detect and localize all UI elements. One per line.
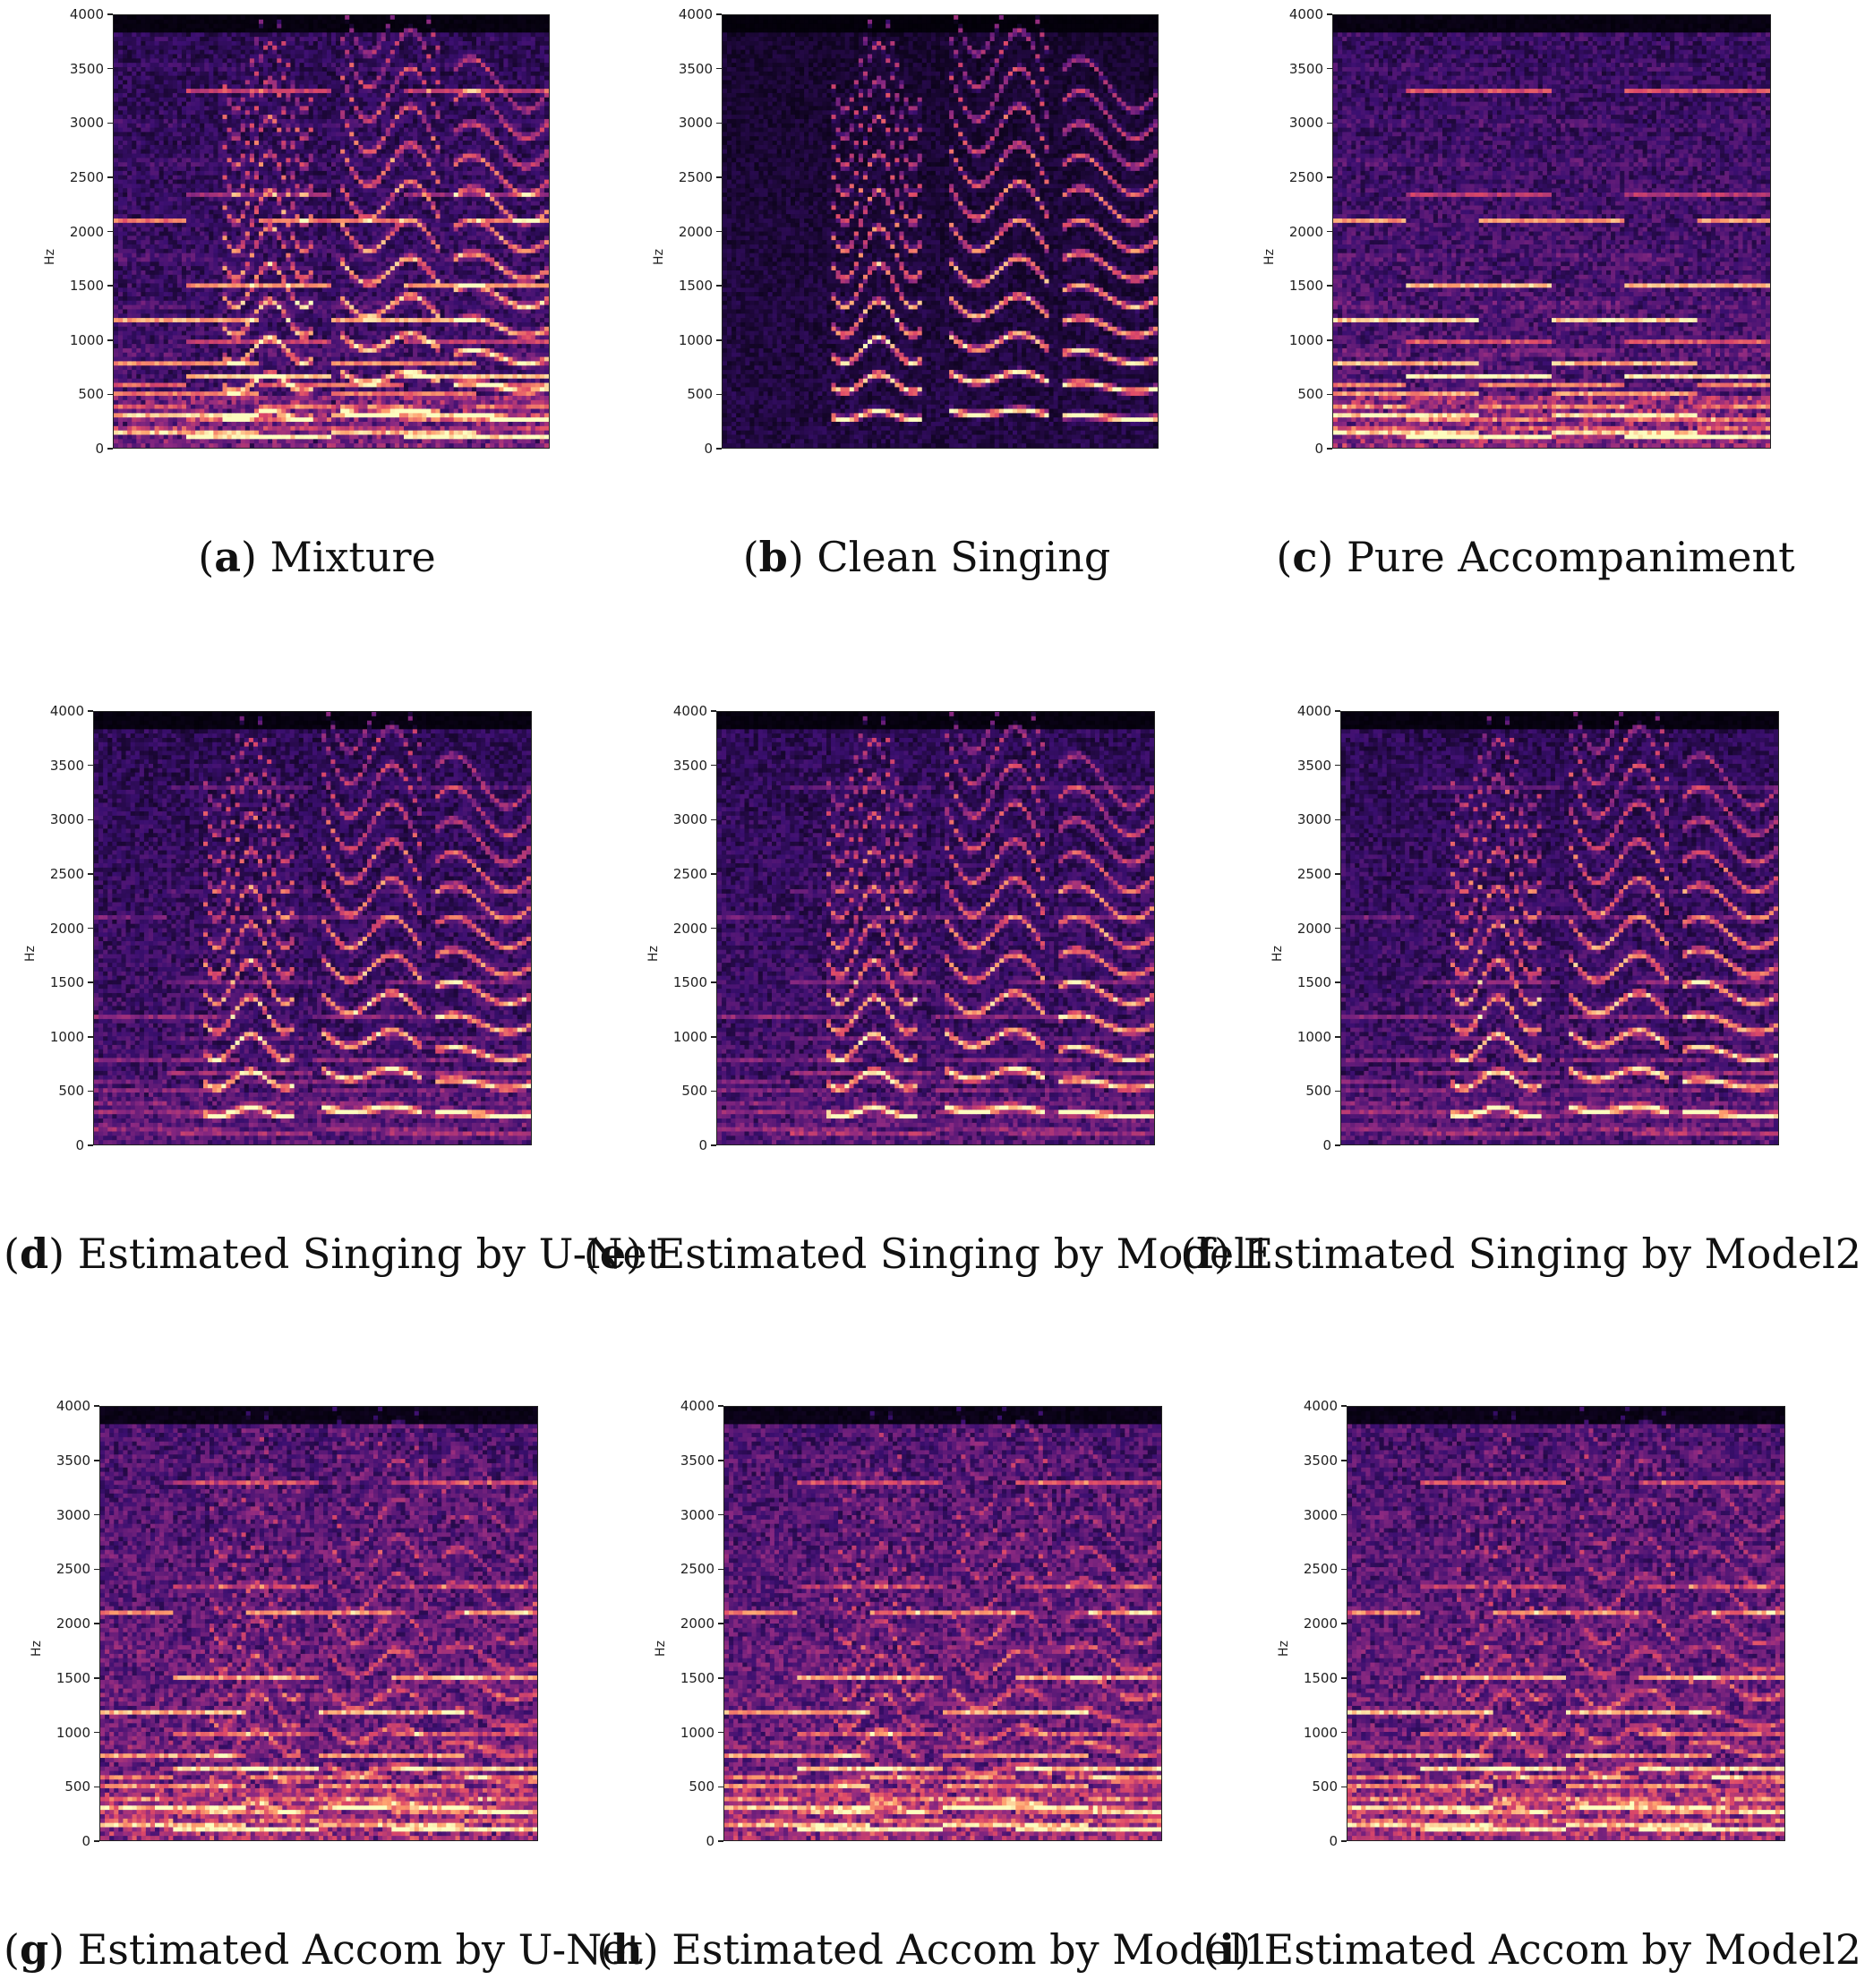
ytick-label-c-7: 3500	[0, 61, 1323, 77]
ylabel-a: Hz	[43, 248, 57, 266]
caption-letter-e: e	[600, 1230, 626, 1278]
ytick-mark-c-1	[1327, 394, 1332, 396]
caption-text-g: Estimated Accom by U-Net	[78, 1925, 643, 1974]
caption-text-a: Mixture	[270, 533, 436, 581]
caption-text-i: Estimated Accom by Model2	[1264, 1925, 1861, 1974]
ytick-label-f-2: 1000	[0, 1029, 1331, 1045]
ytick-mark-c-0	[1327, 448, 1332, 450]
ytick-mark-c-3	[1327, 285, 1332, 287]
caption-h: (h) Estimated Accom by Model1	[596, 1925, 1269, 1974]
caption-letter-d: d	[20, 1230, 48, 1278]
spectrogram-image-i	[1347, 1407, 1784, 1840]
ytick-mark-f-6	[1335, 819, 1340, 821]
caption-g: (g) Estimated Accom by U-Net	[4, 1925, 643, 1974]
ytick-mark-c-7	[1327, 68, 1332, 70]
ytick-label-i-0: 0	[0, 1833, 1338, 1849]
caption-i: (i) Estimated Accom by Model2	[1203, 1925, 1861, 1974]
ytick-mark-c-6	[1327, 123, 1332, 124]
ytick-mark-f-1	[1335, 1091, 1340, 1093]
ytick-label-c-2: 1000	[0, 332, 1323, 348]
ytick-label-f-7: 3500	[0, 758, 1331, 774]
spectrogram-plot-c	[1332, 14, 1771, 449]
ytick-label-i-5: 2500	[0, 1561, 1338, 1577]
caption-letter-a: a	[214, 533, 241, 581]
ytick-mark-i-3	[1341, 1677, 1347, 1679]
ytick-mark-f-8	[1335, 710, 1340, 712]
caption-text-h: Estimated Accom by Model1	[672, 1925, 1269, 1974]
ytick-label-f-3: 1500	[0, 974, 1331, 990]
ylabel-f: Hz	[1270, 945, 1285, 963]
ytick-mark-i-7	[1341, 1460, 1347, 1461]
ytick-label-f-1: 500	[0, 1083, 1331, 1099]
ytick-label-c-0: 0	[0, 441, 1323, 457]
caption-text-b: Clean Singing	[817, 533, 1110, 581]
ytick-label-i-1: 500	[0, 1778, 1338, 1795]
ytick-label-c-6: 3000	[0, 115, 1323, 131]
caption-letter-i: i	[1219, 1925, 1235, 1974]
caption-e: (e) Estimated Singing by Model1	[584, 1230, 1273, 1278]
ytick-label-c-1: 500	[0, 386, 1323, 402]
ytick-label-c-5: 2500	[0, 169, 1323, 185]
ytick-mark-i-8	[1341, 1405, 1347, 1407]
caption-letter-c: c	[1292, 533, 1317, 581]
caption-letter-b: b	[759, 533, 788, 581]
spectrogram-plot-f	[1340, 711, 1779, 1145]
ytick-mark-f-4	[1335, 928, 1340, 930]
ytick-mark-f-2	[1335, 1036, 1340, 1038]
ylabel-e: Hz	[646, 945, 661, 963]
ytick-label-i-2: 1000	[0, 1725, 1338, 1741]
ytick-label-i-4: 2000	[0, 1615, 1338, 1632]
ytick-mark-c-4	[1327, 231, 1332, 233]
ytick-mark-i-0	[1341, 1840, 1347, 1842]
spectrogram-image-f	[1341, 712, 1778, 1144]
caption-text-d: Estimated Singing by U-Net	[78, 1230, 663, 1278]
ytick-label-i-7: 3500	[0, 1452, 1338, 1469]
ytick-label-c-8: 4000	[0, 6, 1323, 22]
ytick-mark-i-2	[1341, 1732, 1347, 1734]
ytick-label-f-0: 0	[0, 1137, 1331, 1153]
ytick-mark-i-1	[1341, 1787, 1347, 1788]
ytick-mark-c-5	[1327, 176, 1332, 178]
caption-a: (a) Mixture	[198, 533, 435, 581]
ytick-label-i-8: 4000	[0, 1398, 1338, 1414]
ytick-label-i-3: 1500	[0, 1670, 1338, 1686]
ylabel-b: Hz	[652, 248, 666, 266]
caption-letter-g: g	[20, 1925, 48, 1974]
caption-f: (f) Estimated Singing by Model2	[1180, 1230, 1861, 1278]
ylabel-i: Hz	[1277, 1640, 1291, 1658]
ytick-label-f-6: 3000	[0, 811, 1331, 827]
caption-letter-h: h	[612, 1925, 642, 1974]
ytick-mark-f-5	[1335, 873, 1340, 875]
ytick-label-f-4: 2000	[0, 921, 1331, 937]
ytick-label-f-5: 2500	[0, 866, 1331, 882]
ylabel-d: Hz	[23, 945, 38, 963]
ylabel-g: Hz	[30, 1640, 44, 1658]
spectrogram-image-c	[1333, 15, 1770, 448]
ytick-label-i-6: 3000	[0, 1507, 1338, 1523]
caption-text-f: Estimated Singing by Model2	[1244, 1230, 1861, 1278]
ytick-label-f-8: 4000	[0, 703, 1331, 719]
ytick-mark-i-5	[1341, 1569, 1347, 1571]
caption-text-c: Pure Accompaniment	[1347, 533, 1795, 581]
ylabel-c: Hz	[1262, 248, 1277, 266]
ytick-label-c-4: 2000	[0, 224, 1323, 240]
ylabel-h: Hz	[654, 1640, 668, 1658]
ytick-mark-f-7	[1335, 765, 1340, 767]
ytick-mark-i-4	[1341, 1623, 1347, 1624]
caption-d: (d) Estimated Singing by U-Net	[4, 1230, 663, 1278]
ytick-label-c-3: 1500	[0, 278, 1323, 294]
ytick-mark-f-3	[1335, 981, 1340, 983]
ytick-mark-f-0	[1335, 1144, 1340, 1146]
ytick-mark-c-8	[1327, 13, 1332, 15]
ytick-mark-c-2	[1327, 339, 1332, 341]
caption-letter-f: f	[1196, 1230, 1214, 1278]
caption-b: (b) Clean Singing	[743, 533, 1111, 581]
caption-c: (c) Pure Accompaniment	[1276, 533, 1794, 581]
ytick-mark-i-6	[1341, 1514, 1347, 1516]
spectrogram-plot-i	[1347, 1406, 1785, 1841]
